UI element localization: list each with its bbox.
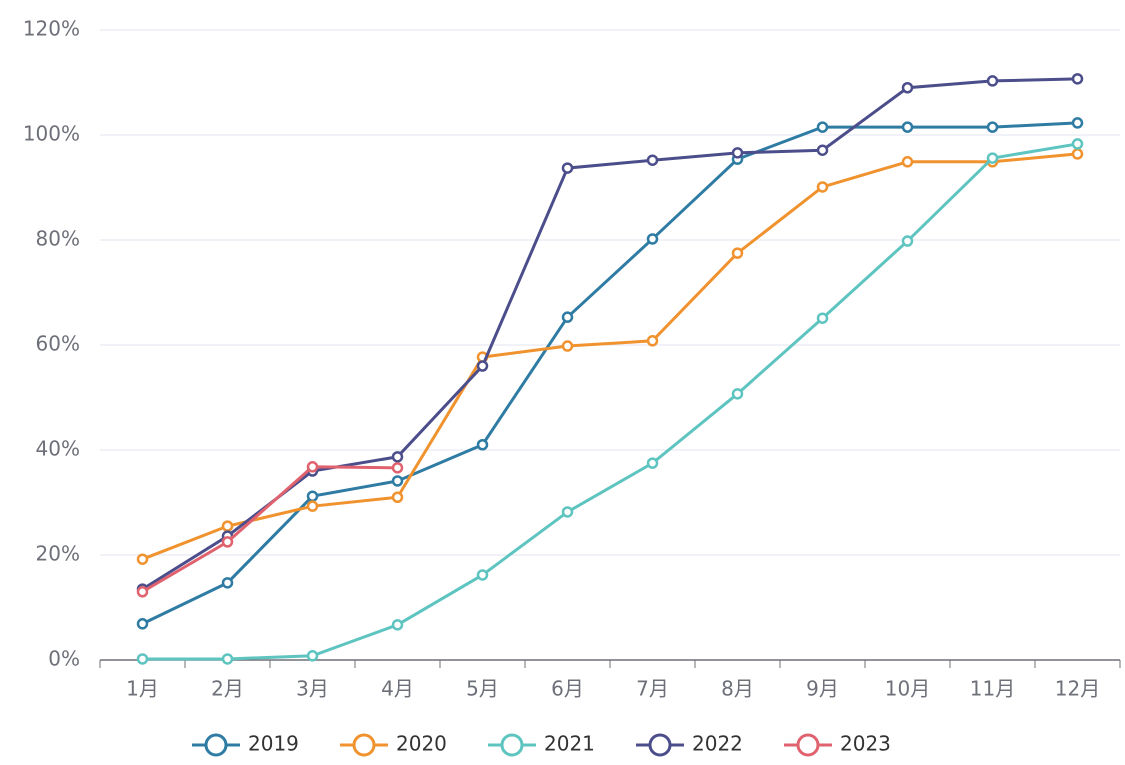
legend-marker [796,733,820,757]
data-point [731,247,744,259]
series-line [141,465,398,594]
data-point [221,536,234,548]
data-point [816,144,829,156]
data-point [306,650,319,662]
data-point [986,152,999,164]
y-tick-label: 20% [36,542,80,566]
data-point [136,618,149,630]
data-point [391,475,404,487]
legend-label: 2023 [840,732,891,756]
legend-label: 2019 [248,732,299,756]
data-point [731,147,744,159]
data-point [561,340,574,352]
data-point [476,439,489,451]
legend-label: 2021 [544,732,595,756]
data-point [221,520,234,532]
x-tick-label: 5月 [466,677,499,701]
x-tick-label: 11月 [970,677,1015,701]
x-tick-label: 7月 [636,677,669,701]
data-point [646,457,659,469]
x-tick-label: 8月 [721,677,754,701]
x-tick-label: 2月 [211,677,244,701]
x-tick-label: 3月 [296,677,329,701]
data-point [901,121,914,133]
series-line [141,121,1078,626]
data-point [816,181,829,193]
legend-label: 2020 [396,732,447,756]
data-point [816,121,829,133]
series-line [142,142,1078,661]
data-point [476,569,489,581]
y-tick-label: 60% [36,332,80,356]
y-tick-label: 120% [23,17,80,41]
legend-marker [648,733,672,757]
data-point [561,162,574,174]
data-point [1071,148,1084,160]
legend-marker [500,733,524,757]
data-point [306,490,319,502]
legend-marker [204,733,228,757]
data-point [646,335,659,347]
data-point [136,653,149,665]
x-tick-label: 6月 [551,677,584,701]
data-point [561,311,574,323]
data-point [901,235,914,247]
data-point [901,156,914,168]
x-tick-label: 9月 [806,677,839,701]
x-tick-label: 4月 [381,677,414,701]
data-point [646,154,659,166]
y-tick-label: 80% [36,227,80,251]
x-tick-label: 1月 [126,677,159,701]
data-point [136,586,149,598]
y-tick-label: 0% [48,647,80,671]
data-point [306,500,319,512]
data-point [136,553,149,565]
data-point [1071,138,1084,150]
data-point [561,506,574,518]
data-point [221,653,234,665]
data-point [391,491,404,503]
data-point [391,619,404,631]
data-point [986,75,999,87]
data-point [901,82,914,94]
legend-label: 2022 [692,732,743,756]
data-point [731,388,744,400]
y-tick-label: 100% [23,122,80,146]
data-point [986,121,999,133]
y-tick-label: 40% [36,437,80,461]
x-tick-label: 10月 [885,677,930,701]
data-point [391,462,404,474]
data-point [476,360,489,372]
series-line [141,152,1078,561]
data-point [1071,117,1084,129]
data-point [306,461,319,473]
data-point [1071,73,1084,85]
legend-marker [352,733,376,757]
data-point [816,312,829,324]
data-point [391,451,404,463]
data-point [221,577,234,589]
series-line [141,77,1078,591]
data-point [646,233,659,245]
x-tick-label: 12月 [1055,677,1100,701]
